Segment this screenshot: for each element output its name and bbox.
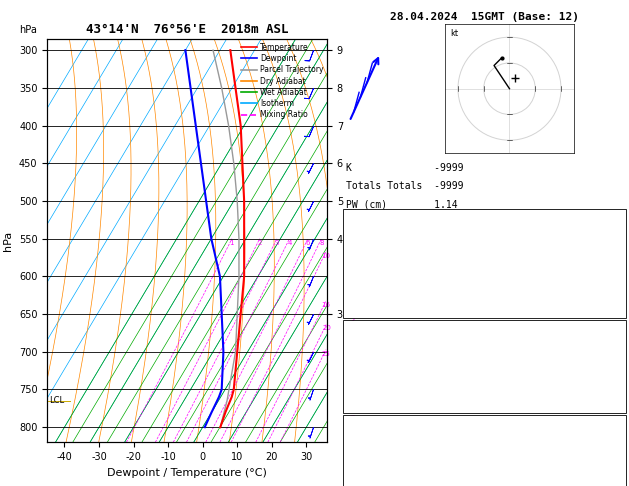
Text: hPa: hPa [19, 25, 37, 35]
Text: 20: 20 [322, 325, 331, 331]
Text: Temp (°C)      5.1: Temp (°C) 5.1 [346, 226, 452, 237]
Text: CAPE (J)      0: CAPE (J) 0 [346, 383, 434, 393]
Text: StmDir        248°: StmDir 248° [346, 461, 452, 471]
X-axis label: Dewpoint / Temperature (°C): Dewpoint / Temperature (°C) [107, 468, 267, 478]
Text: Most Unstable: Most Unstable [346, 323, 422, 333]
Title: 43°14'N  76°56'E  2018m ASL: 43°14'N 76°56'E 2018m ASL [86, 23, 288, 36]
Text: θₑ(K)         310: θₑ(K) 310 [346, 257, 446, 267]
Text: kt: kt [450, 30, 459, 38]
Text: 1: 1 [230, 240, 234, 246]
Text: 8: 8 [350, 438, 355, 447]
Text: CIN (J)       0: CIN (J) 0 [346, 302, 434, 312]
Text: 16: 16 [321, 301, 331, 308]
Text: 5: 5 [350, 363, 355, 371]
Text: CAPE (J)      0: CAPE (J) 0 [346, 287, 434, 297]
Text: Lifted Index  5: Lifted Index 5 [346, 272, 434, 282]
Text: Lifted Index  3: Lifted Index 3 [346, 368, 434, 378]
Text: 28.04.2024  15GMT (Base: 12): 28.04.2024 15GMT (Base: 12) [390, 12, 579, 22]
Text: 2: 2 [257, 240, 262, 246]
Text: StmSpd (kt)   5: StmSpd (kt) 5 [346, 475, 434, 486]
Text: 4: 4 [287, 240, 292, 246]
Text: © weatheronline.co.uk: © weatheronline.co.uk [432, 468, 537, 477]
Text: Totals Totals  -9999: Totals Totals -9999 [346, 181, 464, 191]
Text: K              -9999: K -9999 [346, 163, 464, 173]
Text: Surface: Surface [346, 211, 387, 222]
Text: 3: 3 [275, 240, 279, 246]
Text: 8: 8 [319, 240, 324, 246]
Text: θₑ (K)        314: θₑ (K) 314 [346, 353, 446, 363]
Text: EH            0: EH 0 [346, 432, 434, 442]
Text: 6: 6 [350, 389, 355, 398]
Text: 10: 10 [321, 253, 330, 259]
Text: 2: 2 [350, 295, 355, 303]
Text: 4: 4 [350, 340, 355, 349]
Y-axis label: hPa: hPa [3, 230, 13, 251]
Text: LCL: LCL [49, 396, 64, 405]
Y-axis label: km
ASL: km ASL [345, 231, 366, 250]
Text: 7: 7 [350, 415, 355, 424]
Text: 25: 25 [321, 350, 330, 357]
Legend: Temperature, Dewpoint, Parcel Trajectory, Dry Adiabat, Wet Adiabat, Isotherm, Mi: Temperature, Dewpoint, Parcel Trajectory… [238, 40, 326, 122]
Text: 6: 6 [306, 240, 310, 246]
Text: 3: 3 [350, 317, 355, 326]
Text: Hodograph: Hodograph [346, 417, 399, 427]
Text: CIN (J)       0: CIN (J) 0 [346, 398, 434, 408]
Text: Dewp (°C)      0.6: Dewp (°C) 0.6 [346, 242, 452, 252]
Text: Pressure (mb) 750: Pressure (mb) 750 [346, 338, 446, 348]
Text: SREH          5: SREH 5 [346, 446, 434, 456]
Text: PW (cm)        1.14: PW (cm) 1.14 [346, 200, 457, 210]
